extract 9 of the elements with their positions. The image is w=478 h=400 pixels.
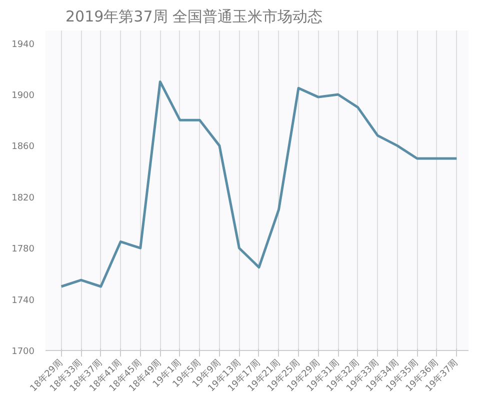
y-tick-label: 1860: [12, 142, 35, 152]
chart-title: 2019年第37周 全国普通玉米市场动态: [66, 8, 323, 26]
y-tick-label: 1820: [12, 193, 35, 204]
y-tick-label: 1940: [12, 40, 35, 50]
y-tick-label: 1900: [12, 91, 35, 101]
y-tick-label: 1780: [12, 244, 35, 255]
y-tick-label: 1740: [12, 296, 35, 306]
line-series: [60, 80, 458, 288]
y-tick-label: 1700: [12, 347, 35, 357]
